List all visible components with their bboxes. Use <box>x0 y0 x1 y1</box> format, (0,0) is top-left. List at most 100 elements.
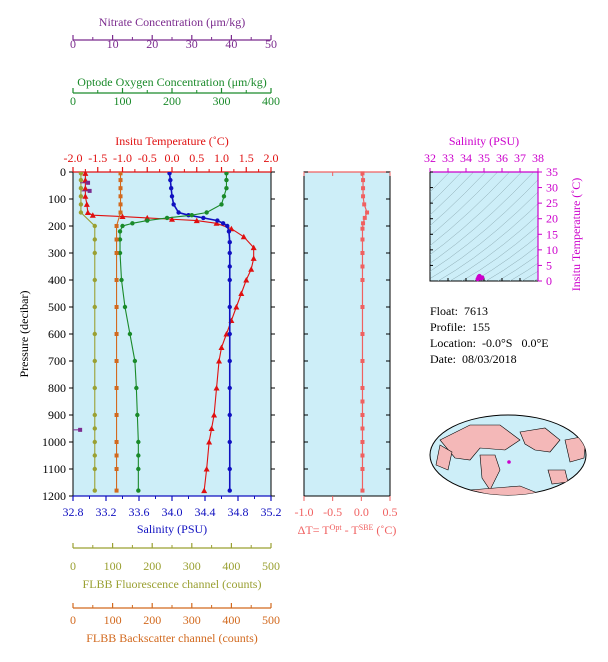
pressure-tick-label: 0 <box>60 165 66 179</box>
float-label: Float: 7613 <box>430 304 489 318</box>
temperature-point <box>213 220 220 226</box>
density-isoline <box>430 172 510 246</box>
ts-x-tick-label: 38 <box>532 151 544 165</box>
oxygen-point <box>204 210 209 215</box>
float-location-marker <box>507 460 511 464</box>
backscatter-point <box>118 172 123 176</box>
fluorescence-tick-label: 400 <box>222 559 240 573</box>
salinity-point <box>227 385 232 391</box>
salinity-tick-label: 34.0 <box>162 505 183 519</box>
temperature-point <box>218 344 225 350</box>
fluorescence-point <box>78 194 84 199</box>
oxygen-point <box>224 186 229 191</box>
backscatter-point <box>114 413 119 417</box>
delta-t-point <box>361 221 366 226</box>
fluorescence-point <box>92 277 97 283</box>
oxygen-point <box>135 412 140 418</box>
delta-t-point <box>360 440 365 444</box>
salinity-tick-label: 35.2 <box>261 505 282 519</box>
backscatter-point <box>114 237 119 242</box>
salinity-point <box>227 250 232 256</box>
backscatter-tick-label: 100 <box>104 613 122 627</box>
salinity-series <box>167 172 232 493</box>
fluorescence-point <box>92 466 97 472</box>
ts-x-tick-label: 33 <box>442 151 454 165</box>
delta-t-point <box>360 226 365 231</box>
salinity-point <box>220 221 226 226</box>
temperature-point <box>216 358 223 364</box>
ts-y-axis-label: Insitu Temperature (˚C) <box>569 178 583 292</box>
salinity-point <box>227 304 232 310</box>
ts-x-tick-label: 36 <box>496 151 508 165</box>
land-mass <box>439 424 521 461</box>
delta-t-point <box>360 171 365 176</box>
ts-y-tick-label: 5 <box>546 258 552 272</box>
fluorescence-point <box>78 210 84 215</box>
density-isoline <box>449 214 538 281</box>
salinity-point <box>227 466 232 472</box>
pressure-tick-label: 800 <box>48 381 66 395</box>
ts-x-tick-label: 35 <box>478 151 490 165</box>
ts-x-tick-label: 32 <box>424 151 436 165</box>
oxygen-point <box>134 385 139 391</box>
nitrate-tick-label: 20 <box>146 37 158 51</box>
fluorescence-tick-label: 200 <box>143 559 161 573</box>
temperature-point <box>201 487 208 494</box>
fluorescence-point <box>92 412 97 418</box>
main-profile-plot: 0100200300400500600700800900100011001200… <box>17 15 282 645</box>
temperature-point <box>82 172 89 176</box>
backscatter-point <box>114 305 119 309</box>
oxygen-point <box>120 223 125 229</box>
delta-t-point <box>360 467 365 471</box>
salinity-point <box>227 331 232 337</box>
oxygen-point <box>117 237 123 242</box>
density-isoline <box>461 225 538 281</box>
fluorescence-point <box>92 250 97 256</box>
salinity-point <box>169 194 175 199</box>
ts-title: Salinity (PSU) <box>449 134 519 148</box>
temperature-point <box>248 266 255 272</box>
backscatter-point <box>118 178 123 183</box>
fluorescence-point <box>92 426 97 431</box>
ts-x-tick-label: 34 <box>460 151 472 165</box>
temperature-tick-label: -1.0 <box>113 151 132 165</box>
delta-t-axis-label: ΔT= TOpt - TSBE (˚C) <box>298 523 397 538</box>
temperature-point <box>119 213 126 220</box>
oxygen-point <box>136 488 141 493</box>
oxygen-tick-label: 0 <box>70 94 76 108</box>
backscatter-point <box>118 202 123 207</box>
delta-t-point <box>360 278 365 282</box>
salinity-point <box>168 186 174 191</box>
nitrate-tick-label: 10 <box>107 37 119 51</box>
map-land <box>435 424 586 495</box>
delta-t-point <box>360 305 365 309</box>
backscatter-point <box>118 194 123 199</box>
oxygen-point <box>122 304 128 310</box>
pressure-tick-label: 1200 <box>42 489 66 503</box>
oxygen-point <box>136 466 141 472</box>
pressure-tick-label: 100 <box>48 192 66 206</box>
pressure-tick-label: 600 <box>48 327 66 341</box>
fluorescence-point <box>78 186 84 191</box>
density-isoline <box>473 235 538 281</box>
backscatter-point <box>114 359 119 363</box>
density-isoline <box>437 203 538 281</box>
oxygen-point <box>164 215 170 221</box>
temperature-tick-label: 2.0 <box>264 151 279 165</box>
temperature-point <box>89 212 96 218</box>
delta-t-point <box>360 237 365 242</box>
backscatter-tick-label: 500 <box>262 613 280 627</box>
salinity-point <box>227 277 232 283</box>
nitrate-tick-label: 50 <box>265 37 277 51</box>
delta-t-point <box>361 178 366 183</box>
delta-t-point <box>360 413 365 417</box>
salinity-point <box>227 240 232 245</box>
backscatter-tick-label: 400 <box>222 613 240 627</box>
oxygen-point <box>219 202 224 207</box>
oxygen-tick-label: 100 <box>114 94 132 108</box>
fluorescence-point <box>92 385 97 391</box>
temperature-tick-label: 0.0 <box>165 151 180 165</box>
salinity-point <box>167 172 172 176</box>
temperature-point <box>82 193 89 199</box>
oxygen-point <box>132 358 138 364</box>
